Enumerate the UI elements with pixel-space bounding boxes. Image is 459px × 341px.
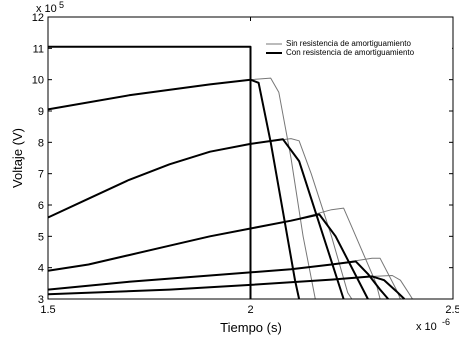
con-resistencia-curve-2: [47, 78, 301, 300]
x-axis-label: Tiempo (s): [220, 320, 282, 335]
y-tick-label: 3: [38, 294, 44, 306]
y-tick-label: 4: [38, 263, 44, 275]
y-tick-label: 9: [38, 106, 44, 118]
legend-label-sin: Sin resistencia de amortiguamiento: [286, 39, 412, 48]
y-tick-label: 8: [38, 137, 44, 149]
x-tick-label: 1.5: [40, 304, 55, 316]
y-multiplier: x 10: [36, 3, 57, 15]
x-axis-ticks: 1.5 2 2.5: [40, 17, 459, 316]
y-exponent: 5: [59, 0, 64, 10]
con-resistencia-curve-6: [47, 275, 406, 300]
y-tick-label: 12: [32, 12, 44, 24]
x-exponent: -6: [442, 317, 450, 327]
con-resistencia-curve-1: [48, 45, 252, 299]
series-curves: [47, 45, 413, 300]
x-tick-label: 2.5: [445, 304, 459, 316]
con-resistencia-curve-3: [47, 138, 345, 300]
legend-label-con: Con resistencia de amortiguamiento: [286, 48, 415, 57]
x-multiplier: x 10: [416, 321, 437, 333]
legend-box: [263, 37, 452, 59]
y-axis-label: Voltaje (V): [10, 128, 25, 188]
y-axis-ticks: 3 4 5 6 7 8 9 10 11 12: [32, 12, 453, 306]
x-tick-label: 2: [247, 304, 253, 316]
legend: Sin resistencia de amortiguamiento Con r…: [263, 37, 452, 59]
y-tick-label: 7: [38, 169, 44, 181]
con-resistencia-curve-4: [47, 213, 369, 300]
y-tick-label: 6: [38, 200, 44, 212]
y-tick-label: 10: [32, 75, 44, 87]
con-resistencia-curve-5: [47, 260, 389, 300]
y-tick-label: 5: [38, 231, 44, 243]
y-tick-label: 11: [33, 43, 44, 55]
